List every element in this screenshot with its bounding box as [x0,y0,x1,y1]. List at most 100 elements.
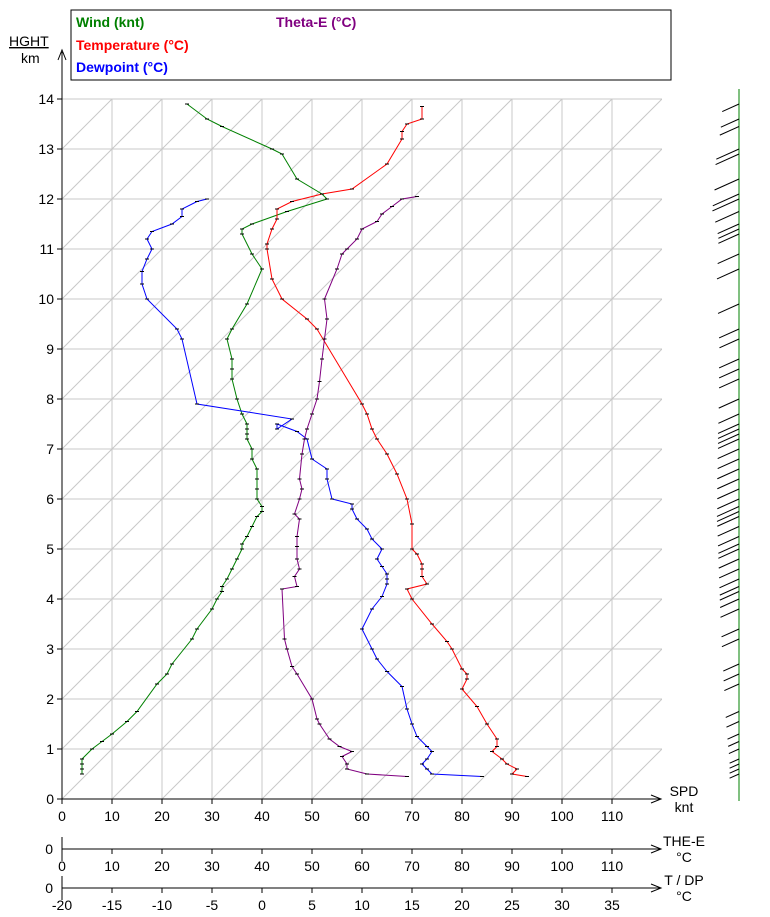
wind-barb [719,578,740,589]
y-tick-label: 2 [46,691,54,707]
wind-barb [717,526,740,537]
wind-barb [718,233,740,244]
x-axis-label-top: T / DP [664,872,703,888]
wind-barb [718,543,740,554]
skew-isotherm-line [361,498,662,799]
y-tick-label: 8 [46,391,54,407]
series-group [80,103,529,777]
skew-isotherm-line [62,99,363,400]
x-tick-label: 25 [504,897,520,913]
wind-barb [717,253,740,265]
wind-barb [717,423,740,434]
x-tick-label: 30 [204,858,220,874]
wind-barb [719,598,740,608]
y-tick-label: 7 [46,441,54,457]
x-tick-label: 0 [258,897,266,913]
wind-barb [724,683,740,692]
skew-isotherm-line [62,99,413,450]
x-tick-label: 10 [104,858,120,874]
wind-barb [717,448,740,460]
x-axis-label-bottom: °C [676,888,692,904]
skew-isotherm-line [111,248,662,799]
wind-barb [716,148,740,160]
wind-barb [729,768,740,774]
wind-barb [712,193,740,207]
wind-barb [717,488,740,500]
wind-barb [728,748,740,755]
wind-barb [717,516,740,527]
y-tick-label: 12 [38,191,54,207]
skew-isotherm-line [511,648,662,799]
wind-barb [717,433,740,444]
wind-knt-line [81,103,328,774]
wind-barb [718,548,740,559]
wind-barb [718,358,740,369]
wind-barb [720,118,740,128]
x-tick-label: -5 [206,897,219,913]
x-tick-label: 90 [504,808,520,824]
x-tick-label: 70 [404,858,420,874]
x-tick-label: 50 [304,858,320,874]
wind-barb [720,608,740,618]
x-tick-label: 0 [58,808,66,824]
y-tick-label: 4 [46,591,54,607]
wind-barb [719,591,740,601]
wind-barb [717,468,740,480]
x-tick-label: 30 [204,808,220,824]
dewpoint-c-line [141,198,483,777]
y-axis-arrow [57,48,67,61]
wind-barb [721,638,740,648]
wind-barb [717,438,740,449]
wind-barb [727,741,740,747]
x-tick-label: -20 [52,897,72,913]
x-tick-label: 40 [254,858,270,874]
wind-barb [718,328,740,339]
x-axis-zero-label: 0 [45,841,53,857]
legend-dewpoint: Dewpoint (°C) [76,59,168,75]
x-tick-label: 110 [601,858,624,874]
legend-temperature: Temperature (°C) [76,37,189,53]
skew-isotherm-line [62,148,662,750]
wind-barb [716,268,740,280]
x-axis-label-top: THE-E [663,833,705,849]
y-tick-label: 11 [39,241,54,257]
x-tick-label: 40 [254,808,270,824]
wind-barb [718,368,740,379]
wind-barb [717,458,740,470]
x-axis-arrow [650,794,663,804]
x-axis-label-bottom: knt [675,799,694,815]
x-tick-label: 60 [354,858,370,874]
legend: Wind (knt) Temperature (°C) Dewpoint (°C… [70,9,672,81]
skew-isotherm-line [311,448,662,799]
wind-barbs [712,89,740,801]
wind-barb [717,478,740,490]
skew-isotherm-line [62,198,662,799]
skew-isotherm-line [211,348,662,799]
wind-barb [718,398,740,409]
skew-isotherm-line [62,99,563,600]
x-tick-label: 15 [404,897,420,913]
x-tick-label: 10 [104,808,120,824]
x-tick-label: 100 [550,858,574,874]
y-tick-label: 10 [38,291,54,307]
skew-isotherm-line [62,99,513,550]
wind-barb [727,733,740,740]
legend-theta-e: Theta-E (°C) [276,14,356,30]
skew-isotherm-line [461,598,662,799]
legend-wind: Wind (knt) [76,14,144,30]
skew-isotherm-line [62,99,662,700]
y-tick-label: 9 [46,341,54,357]
wind-barb [718,413,740,424]
wind-barb [729,758,740,764]
wind-barb [719,338,740,349]
wind-barb [718,378,740,389]
x-axis-zero-label: 0 [45,880,53,896]
wind-barb [722,103,740,112]
wind-barb [726,721,740,728]
x-tick-label: -10 [152,897,172,913]
x-tick-label: 80 [454,858,470,874]
y-tick-label: 0 [46,791,54,807]
skew-isotherm-line [62,99,463,500]
